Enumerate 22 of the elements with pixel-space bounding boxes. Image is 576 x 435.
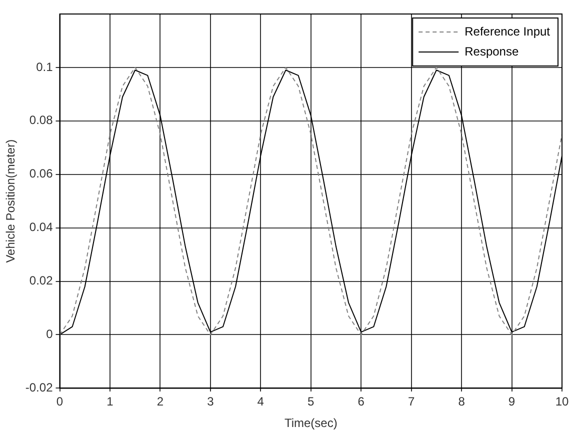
y-tick-label: 0.1 [36, 60, 54, 74]
x-tick-label: 2 [156, 394, 164, 409]
x-tick-label: 4 [257, 394, 264, 409]
y-tick-label: 0 [46, 327, 54, 342]
x-tick-label: 6 [358, 394, 365, 409]
y-tick-label: 0.04 [29, 220, 54, 234]
x-tick-label: 5 [308, 394, 315, 409]
x-tick-label: 0 [56, 394, 64, 409]
x-tick-label: 1 [106, 394, 114, 409]
y-tick-label: 0.02 [29, 274, 54, 288]
legend-label: Reference Input [464, 24, 551, 38]
x-tick-label: 8 [458, 394, 466, 409]
y-axis-title: Vehicle Position(meter) [4, 139, 18, 263]
x-tick-label: 7 [408, 394, 415, 409]
x-tick-label: 3 [207, 394, 214, 409]
legend-label: Response [464, 44, 519, 58]
x-axis-title: Time(sec) [284, 416, 338, 430]
x-tick-label: 9 [508, 394, 516, 409]
y-tick-label: 0.08 [29, 113, 54, 128]
y-tick-label: -0.02 [25, 380, 54, 395]
x-tick-label: 10 [555, 394, 569, 409]
y-tick-label: 0.06 [29, 166, 54, 181]
